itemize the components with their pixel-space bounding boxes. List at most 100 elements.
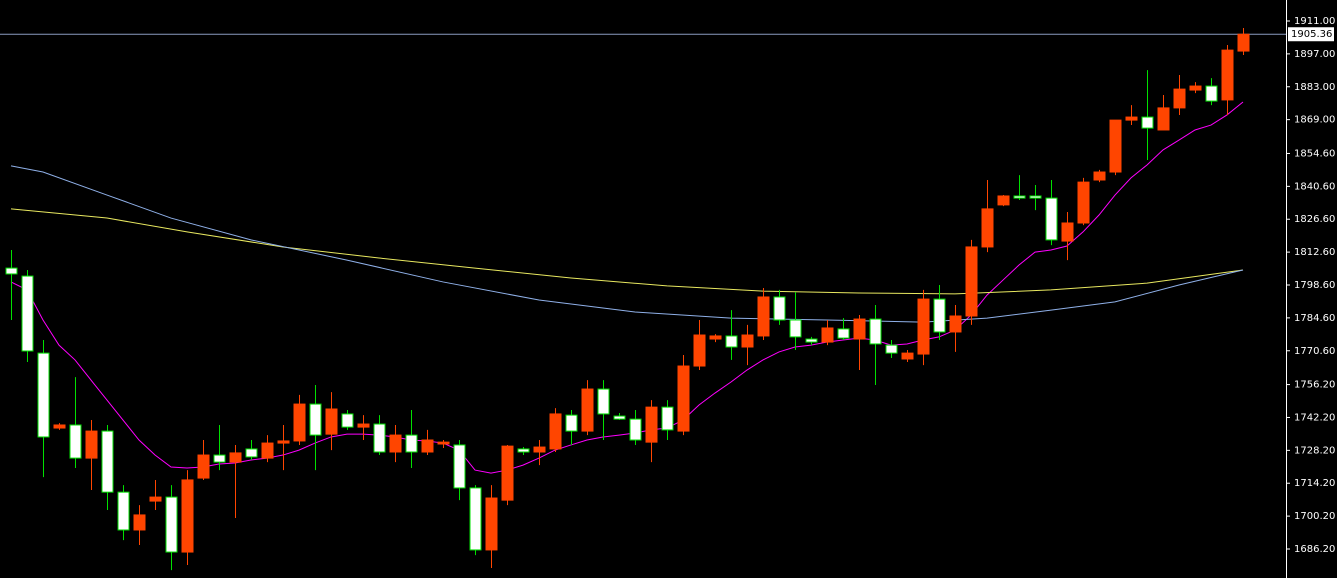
- candle-body: [485, 497, 498, 551]
- moving-average-line: [10, 165, 1244, 323]
- candle-body: [149, 496, 162, 502]
- candle-body: [5, 267, 18, 275]
- y-tick-label: 1798.60: [1294, 280, 1335, 291]
- candle-body: [357, 423, 370, 428]
- y-tick-label: 1770.60: [1294, 346, 1335, 357]
- candle-body: [1157, 107, 1170, 131]
- candle-body: [613, 415, 626, 420]
- candle-body: [773, 296, 786, 321]
- candle-body: [1061, 222, 1074, 242]
- candle-body: [949, 315, 962, 333]
- candle-body: [629, 418, 642, 441]
- candle-body: [1077, 181, 1090, 224]
- candle-body: [933, 298, 946, 333]
- y-tick-label: 1826.60: [1294, 214, 1335, 225]
- candle-body: [341, 413, 354, 428]
- candle-body: [389, 434, 402, 453]
- candle-body: [53, 424, 66, 429]
- candle-body: [197, 454, 210, 479]
- candle-body: [981, 208, 994, 248]
- candle-body: [117, 491, 130, 531]
- candle-body: [1141, 116, 1154, 129]
- candle-body: [1237, 33, 1250, 52]
- candle-body: [581, 388, 594, 432]
- candle-body: [837, 328, 850, 339]
- y-tick-label: 1756.20: [1294, 380, 1335, 391]
- candle-body: [805, 338, 818, 343]
- candle-body: [421, 439, 434, 453]
- candle-body: [1029, 195, 1042, 199]
- y-tick-label: 1812.60: [1294, 247, 1335, 258]
- candle-body: [661, 406, 674, 431]
- candle-body: [789, 319, 802, 338]
- candle-body: [85, 430, 98, 459]
- candle-body: [517, 448, 530, 453]
- candle-body: [1221, 49, 1234, 101]
- candle-body: [133, 514, 146, 531]
- y-tick-label: 1854.60: [1294, 148, 1335, 159]
- candle-body: [693, 334, 706, 367]
- candle-body: [869, 318, 882, 345]
- candle-body: [213, 454, 226, 463]
- candle-body: [1093, 171, 1106, 181]
- moving-average-line: [10, 101, 1244, 474]
- candle-body: [1013, 195, 1026, 199]
- candle-body: [325, 408, 338, 435]
- candle-body: [1205, 85, 1218, 102]
- candle-body: [37, 352, 50, 438]
- candle-body: [21, 275, 34, 352]
- candle-body: [757, 296, 770, 337]
- candle-body: [645, 406, 658, 443]
- candle-body: [597, 388, 610, 415]
- candle-body: [245, 448, 258, 458]
- candle-body: [1189, 85, 1202, 91]
- candle-body: [373, 423, 386, 453]
- y-tick-label: 1700.20: [1294, 511, 1335, 522]
- y-tick-label: 1686.20: [1294, 544, 1335, 555]
- candle-body: [1045, 197, 1058, 241]
- candle-body: [1109, 119, 1122, 173]
- candle-body: [261, 442, 274, 459]
- candle-body: [533, 446, 546, 453]
- candle-body: [885, 344, 898, 354]
- candle-body: [181, 479, 194, 553]
- candle-body: [917, 298, 930, 355]
- candle-body: [437, 441, 450, 445]
- candle-body: [277, 440, 290, 444]
- candle-body: [69, 424, 82, 459]
- candle-body: [549, 413, 562, 450]
- moving-average-line: [10, 208, 1244, 295]
- candle-body: [901, 352, 914, 360]
- candle-body: [309, 403, 322, 436]
- candle-body: [1173, 88, 1186, 109]
- y-tick-label: 1897.00: [1294, 49, 1335, 60]
- candle-body: [821, 327, 834, 343]
- candle-body: [293, 403, 306, 442]
- y-tick-label: 1840.60: [1294, 181, 1335, 192]
- candle-body: [453, 444, 466, 489]
- candle-body: [101, 430, 114, 493]
- candle-body: [709, 335, 722, 340]
- y-tick-label: 1728.20: [1294, 445, 1335, 456]
- current-price-box: [1288, 27, 1334, 42]
- candle-body: [501, 445, 514, 501]
- candle-body: [997, 195, 1010, 206]
- candle-body: [165, 496, 178, 553]
- candle-body: [229, 452, 242, 463]
- candle-body: [1125, 116, 1138, 121]
- candle-body: [469, 487, 482, 551]
- y-tick-label: 1883.00: [1294, 82, 1335, 93]
- candle-body: [677, 365, 690, 432]
- candle-body: [853, 318, 866, 340]
- candle-body: [405, 434, 418, 453]
- candle-body: [565, 414, 578, 432]
- y-tick-label: 1911.00: [1294, 16, 1335, 27]
- candle-body: [725, 335, 738, 348]
- y-tick-label: 1869.00: [1294, 115, 1335, 126]
- candle-body: [965, 246, 978, 317]
- candle-body: [741, 334, 754, 348]
- y-tick-label: 1714.20: [1294, 478, 1335, 489]
- y-tick-label: 1784.60: [1294, 313, 1335, 324]
